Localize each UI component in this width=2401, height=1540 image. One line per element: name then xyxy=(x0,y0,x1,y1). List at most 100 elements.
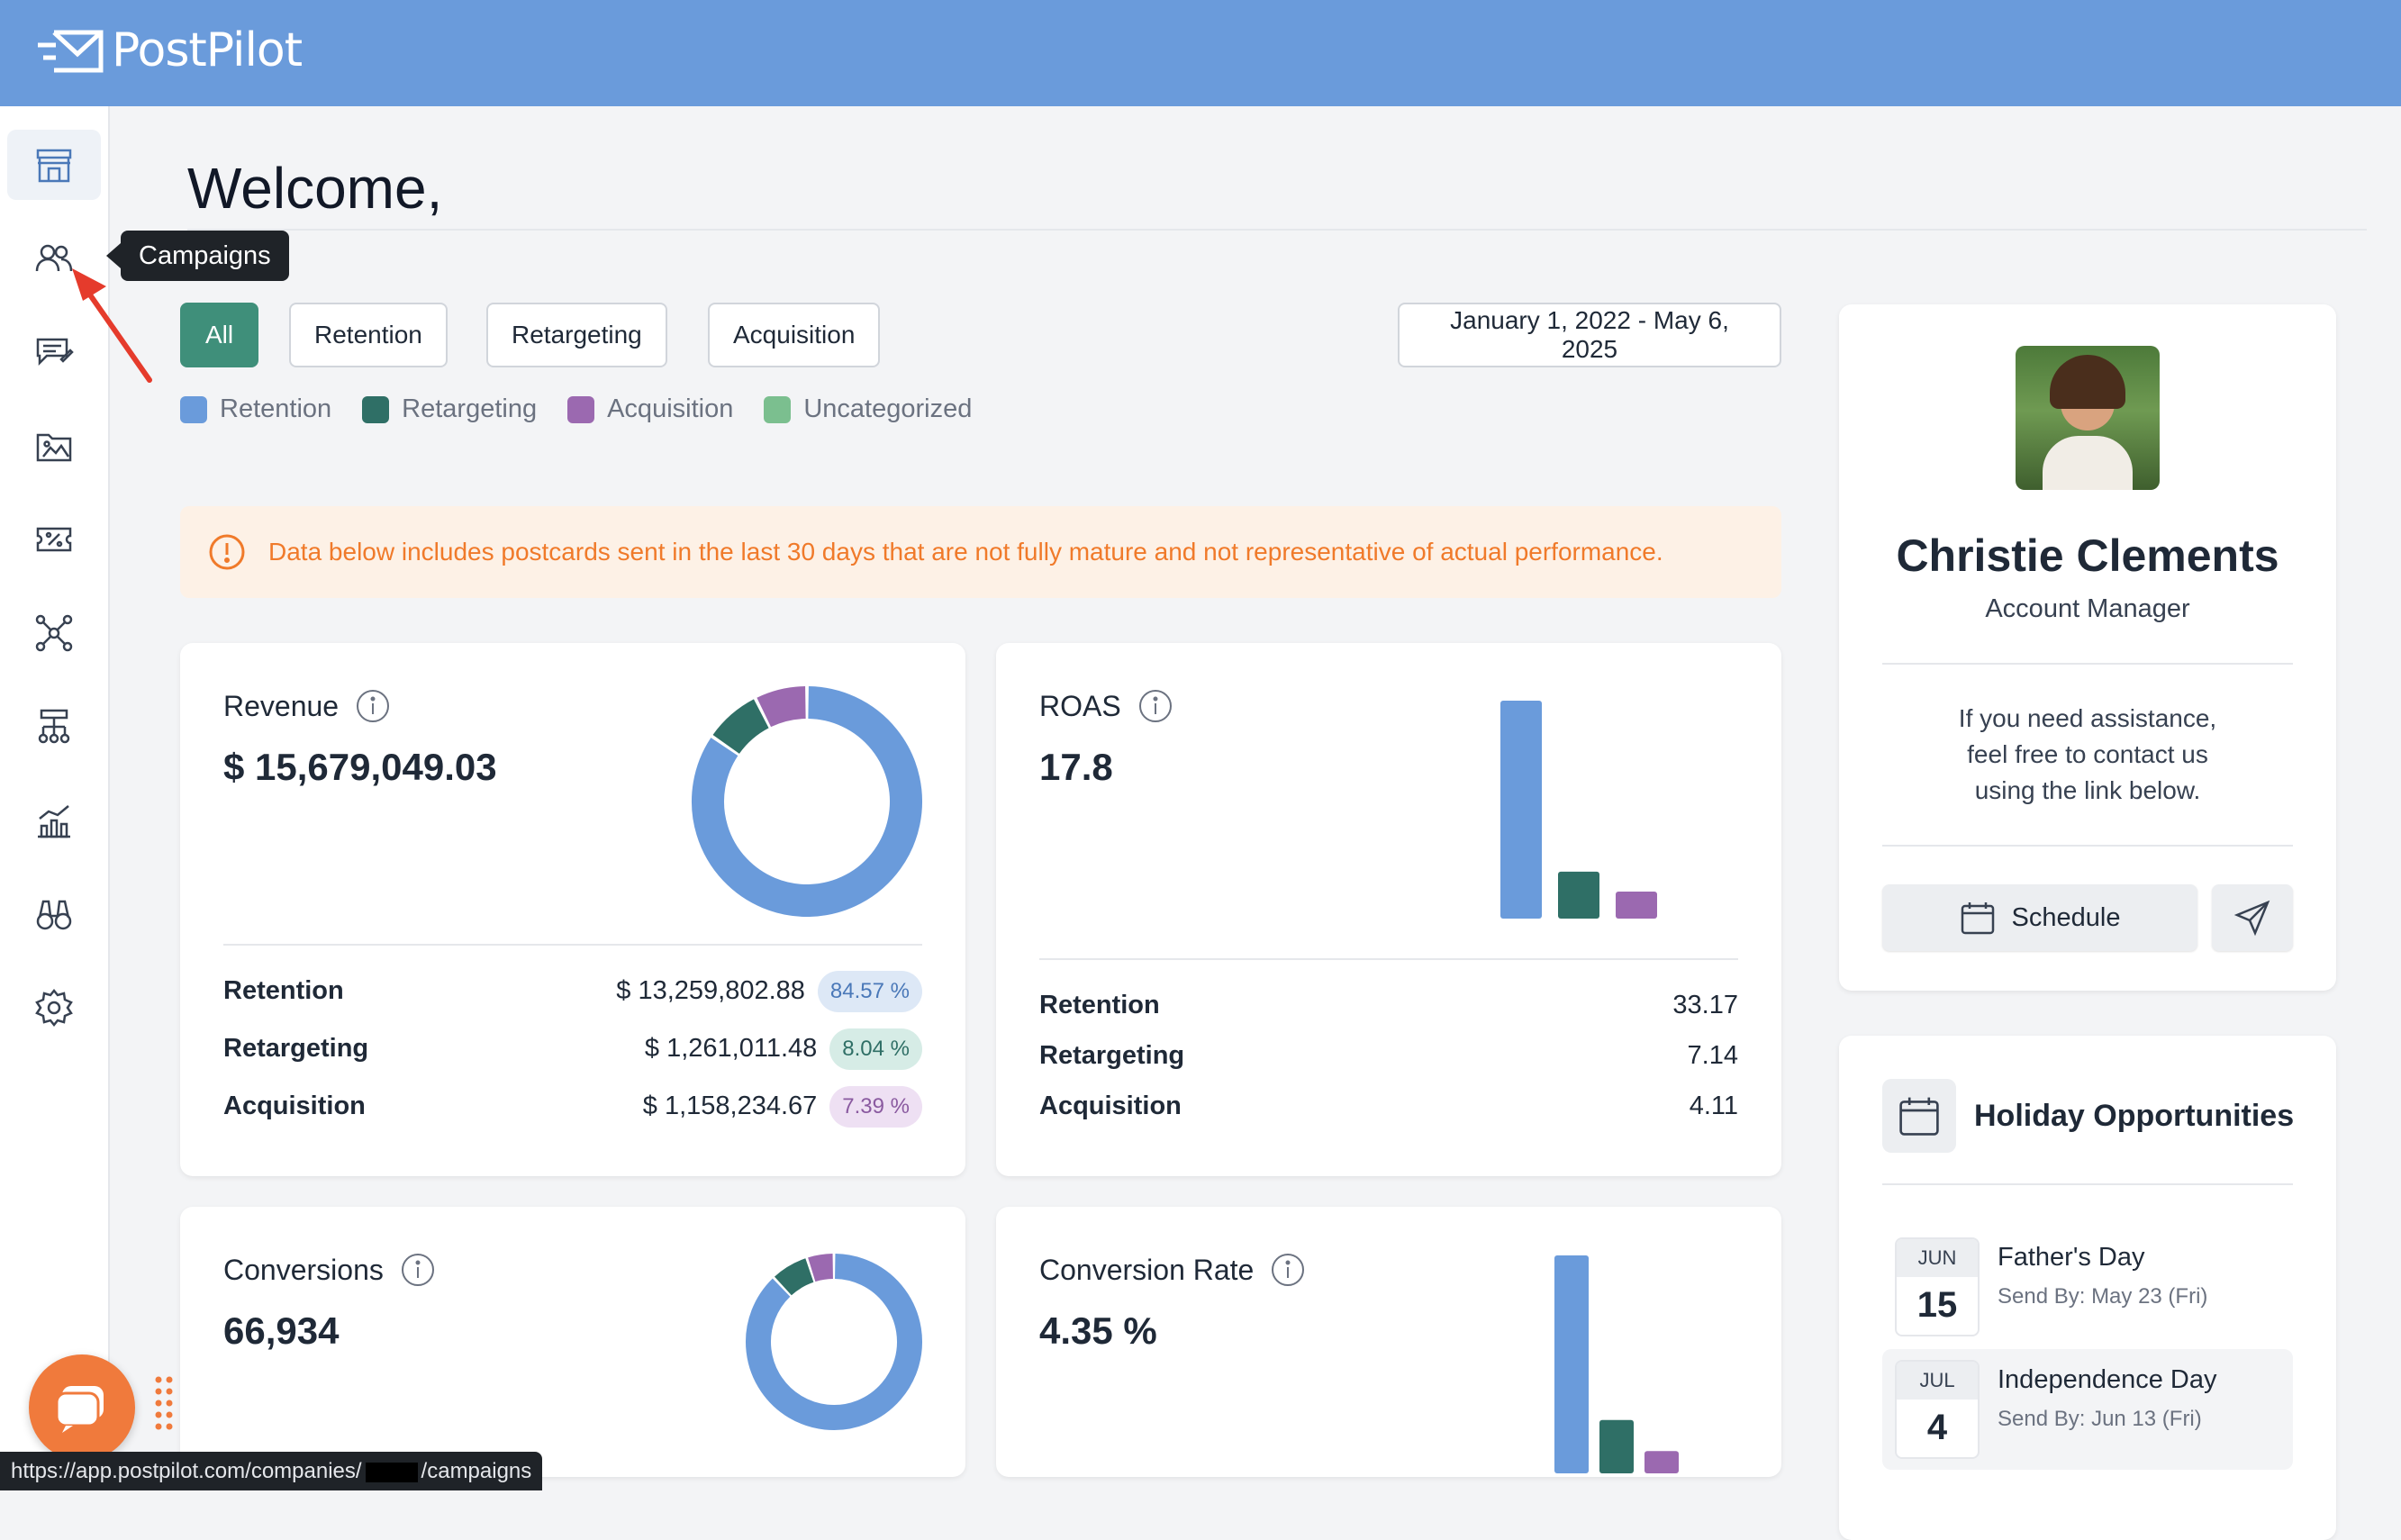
holiday-item[interactable]: JUN 15 Father's Day Send By: May 23 (Fri… xyxy=(1882,1227,2293,1347)
binoculars-icon xyxy=(36,900,72,930)
info-icon[interactable] xyxy=(355,688,391,724)
campaigns-icon xyxy=(35,244,73,272)
assistance-text: If you need assistance, feel free to con… xyxy=(1958,704,2217,804)
filter-all-button[interactable]: All xyxy=(180,303,259,367)
revenue-row-retargeting: Retargeting $ 1,261,011.48 8.04 % xyxy=(223,1028,922,1070)
donut-slice-retention[interactable] xyxy=(746,1254,922,1430)
gallery-icon xyxy=(36,433,72,462)
card-divider xyxy=(1882,663,2293,665)
conversion-rate-title: Conversion Rate xyxy=(1039,1252,1306,1288)
donut-slice-retargeting[interactable] xyxy=(712,699,770,755)
drag-handle-icon[interactable] xyxy=(153,1374,175,1434)
settings-icon xyxy=(35,988,73,1028)
sidebar-item-campaigns[interactable] xyxy=(7,223,101,294)
schedule-label: Schedule xyxy=(2011,902,2121,932)
sidebar-item-store[interactable] xyxy=(7,130,101,200)
network-icon xyxy=(35,614,73,652)
revenue-amount: $ 1,158,234.67 xyxy=(642,1092,818,1120)
bar-retargeting[interactable] xyxy=(1599,1419,1634,1473)
avatar xyxy=(2016,346,2160,490)
annotation-arrow xyxy=(72,268,152,383)
roas-title: ROAS xyxy=(1039,688,1173,724)
warning-circle-icon xyxy=(209,534,245,570)
holiday-title: Holiday Opportunities xyxy=(1974,1098,2295,1133)
conversion-rate-card: Conversion Rate 4.35 % xyxy=(996,1207,1781,1477)
bar-retention[interactable] xyxy=(1554,1255,1589,1473)
revenue-donut-chart xyxy=(692,686,922,917)
revenue-amount: $ 13,259,802.88 xyxy=(616,976,805,1005)
alert-text: Data below includes postcards sent in th… xyxy=(268,538,1663,566)
calendar-icon xyxy=(1961,902,1994,935)
discount-icon xyxy=(36,527,72,552)
sidebar-item-flows[interactable] xyxy=(7,692,101,762)
card-divider xyxy=(1882,845,2293,847)
legend-swatch xyxy=(180,395,207,423)
donut-slice-retention[interactable] xyxy=(692,686,922,917)
legend-swatch xyxy=(362,395,390,423)
date-range-picker[interactable]: January 1, 2022 - May 6, 2025 xyxy=(1398,303,1781,367)
revenue-value: $ 15,679,049.03 xyxy=(223,746,497,788)
bar-retention[interactable] xyxy=(1500,701,1542,919)
messages-icon xyxy=(36,338,74,367)
filter-retention-button[interactable]: Retention xyxy=(289,303,448,367)
holiday-item[interactable]: JUL 4 Independence Day Send By: Jun 13 (… xyxy=(1882,1349,2293,1470)
title-divider xyxy=(187,229,2367,231)
filter-retargeting-button[interactable]: Retargeting xyxy=(486,303,667,367)
legend-item-retention: Retention xyxy=(180,394,331,424)
sidebar-item-messages[interactable] xyxy=(7,317,101,387)
top-bar: PostPilot xyxy=(0,0,2401,106)
filter-acquisition-button[interactable]: Acquisition xyxy=(708,303,881,367)
info-icon[interactable] xyxy=(400,1252,436,1288)
sidebar-item-settings[interactable] xyxy=(7,973,101,1043)
percent-badge: 8.04 % xyxy=(829,1028,922,1070)
send-icon xyxy=(2233,900,2270,937)
brand-logo[interactable]: PostPilot xyxy=(36,23,303,77)
legend-swatch xyxy=(567,395,595,423)
page-title: Welcome, xyxy=(187,156,443,221)
legend-item-uncategorized: Uncategorized xyxy=(764,394,972,424)
date-badge: JUN 15 xyxy=(1895,1237,1980,1336)
bar-retargeting[interactable] xyxy=(1558,871,1599,919)
sidebar-item-network[interactable] xyxy=(7,598,101,668)
conversions-title: Conversions xyxy=(223,1252,436,1288)
legend-item-acquisition: Acquisition xyxy=(567,394,733,424)
sidebar xyxy=(0,106,110,1490)
roas-row-acquisition: Acquisition 4.11 xyxy=(1039,1092,1738,1120)
sidebar-item-gallery[interactable] xyxy=(7,411,101,481)
info-icon[interactable] xyxy=(1270,1252,1306,1288)
holiday-name: Father's Day xyxy=(1998,1243,2145,1272)
date-badge: JUL 4 xyxy=(1895,1360,1980,1459)
donut-slice-retargeting[interactable] xyxy=(774,1258,814,1296)
holiday-send-by: Send By: Jun 13 (Fri) xyxy=(1998,1407,2202,1431)
holiday-header: Holiday Opportunities xyxy=(1882,1079,2294,1153)
bar-acquisition[interactable] xyxy=(1644,1451,1679,1473)
analytics-icon xyxy=(38,805,70,838)
roas-card: ROAS 17.8 Retention 33.17 Retargeting 7.… xyxy=(996,643,1781,1176)
roas-row-retargeting: Retargeting 7.14 xyxy=(1039,1041,1738,1070)
conversions-value: 66,934 xyxy=(223,1309,340,1352)
holiday-send-by: Send By: May 23 (Fri) xyxy=(1998,1284,2208,1309)
card-divider xyxy=(1882,1183,2293,1185)
sidebar-item-explore[interactable] xyxy=(7,879,101,949)
sidebar-item-analytics[interactable] xyxy=(7,785,101,856)
chat-launcher-button[interactable] xyxy=(29,1354,135,1461)
roas-value: 17.8 xyxy=(1039,746,1113,788)
info-icon[interactable] xyxy=(1137,688,1173,724)
hierarchy-icon xyxy=(38,709,70,744)
conversion-rate-value: 4.35 % xyxy=(1039,1309,1157,1352)
schedule-button[interactable]: Schedule xyxy=(1882,884,2197,951)
holiday-name: Independence Day xyxy=(1998,1365,2217,1394)
data-maturity-alert: Data below includes postcards sent in th… xyxy=(180,506,1781,598)
card-divider xyxy=(1039,958,1738,960)
bar-acquisition[interactable] xyxy=(1616,892,1657,919)
holiday-opportunities-card: Holiday Opportunities JUN 15 Father's Da… xyxy=(1839,1036,2336,1540)
store-icon xyxy=(36,149,72,183)
revenue-row-acquisition: Acquisition $ 1,158,234.67 7.39 % xyxy=(223,1085,922,1128)
donut-slice-acquisition[interactable] xyxy=(808,1254,834,1282)
donut-slice-acquisition[interactable] xyxy=(757,686,807,728)
sidebar-item-discounts[interactable] xyxy=(7,504,101,575)
manager-role: Account Manager xyxy=(1985,594,2190,623)
send-message-button[interactable] xyxy=(2212,884,2293,951)
roas-row-retention: Retention 33.17 xyxy=(1039,991,1738,1019)
legend-swatch xyxy=(764,395,792,423)
